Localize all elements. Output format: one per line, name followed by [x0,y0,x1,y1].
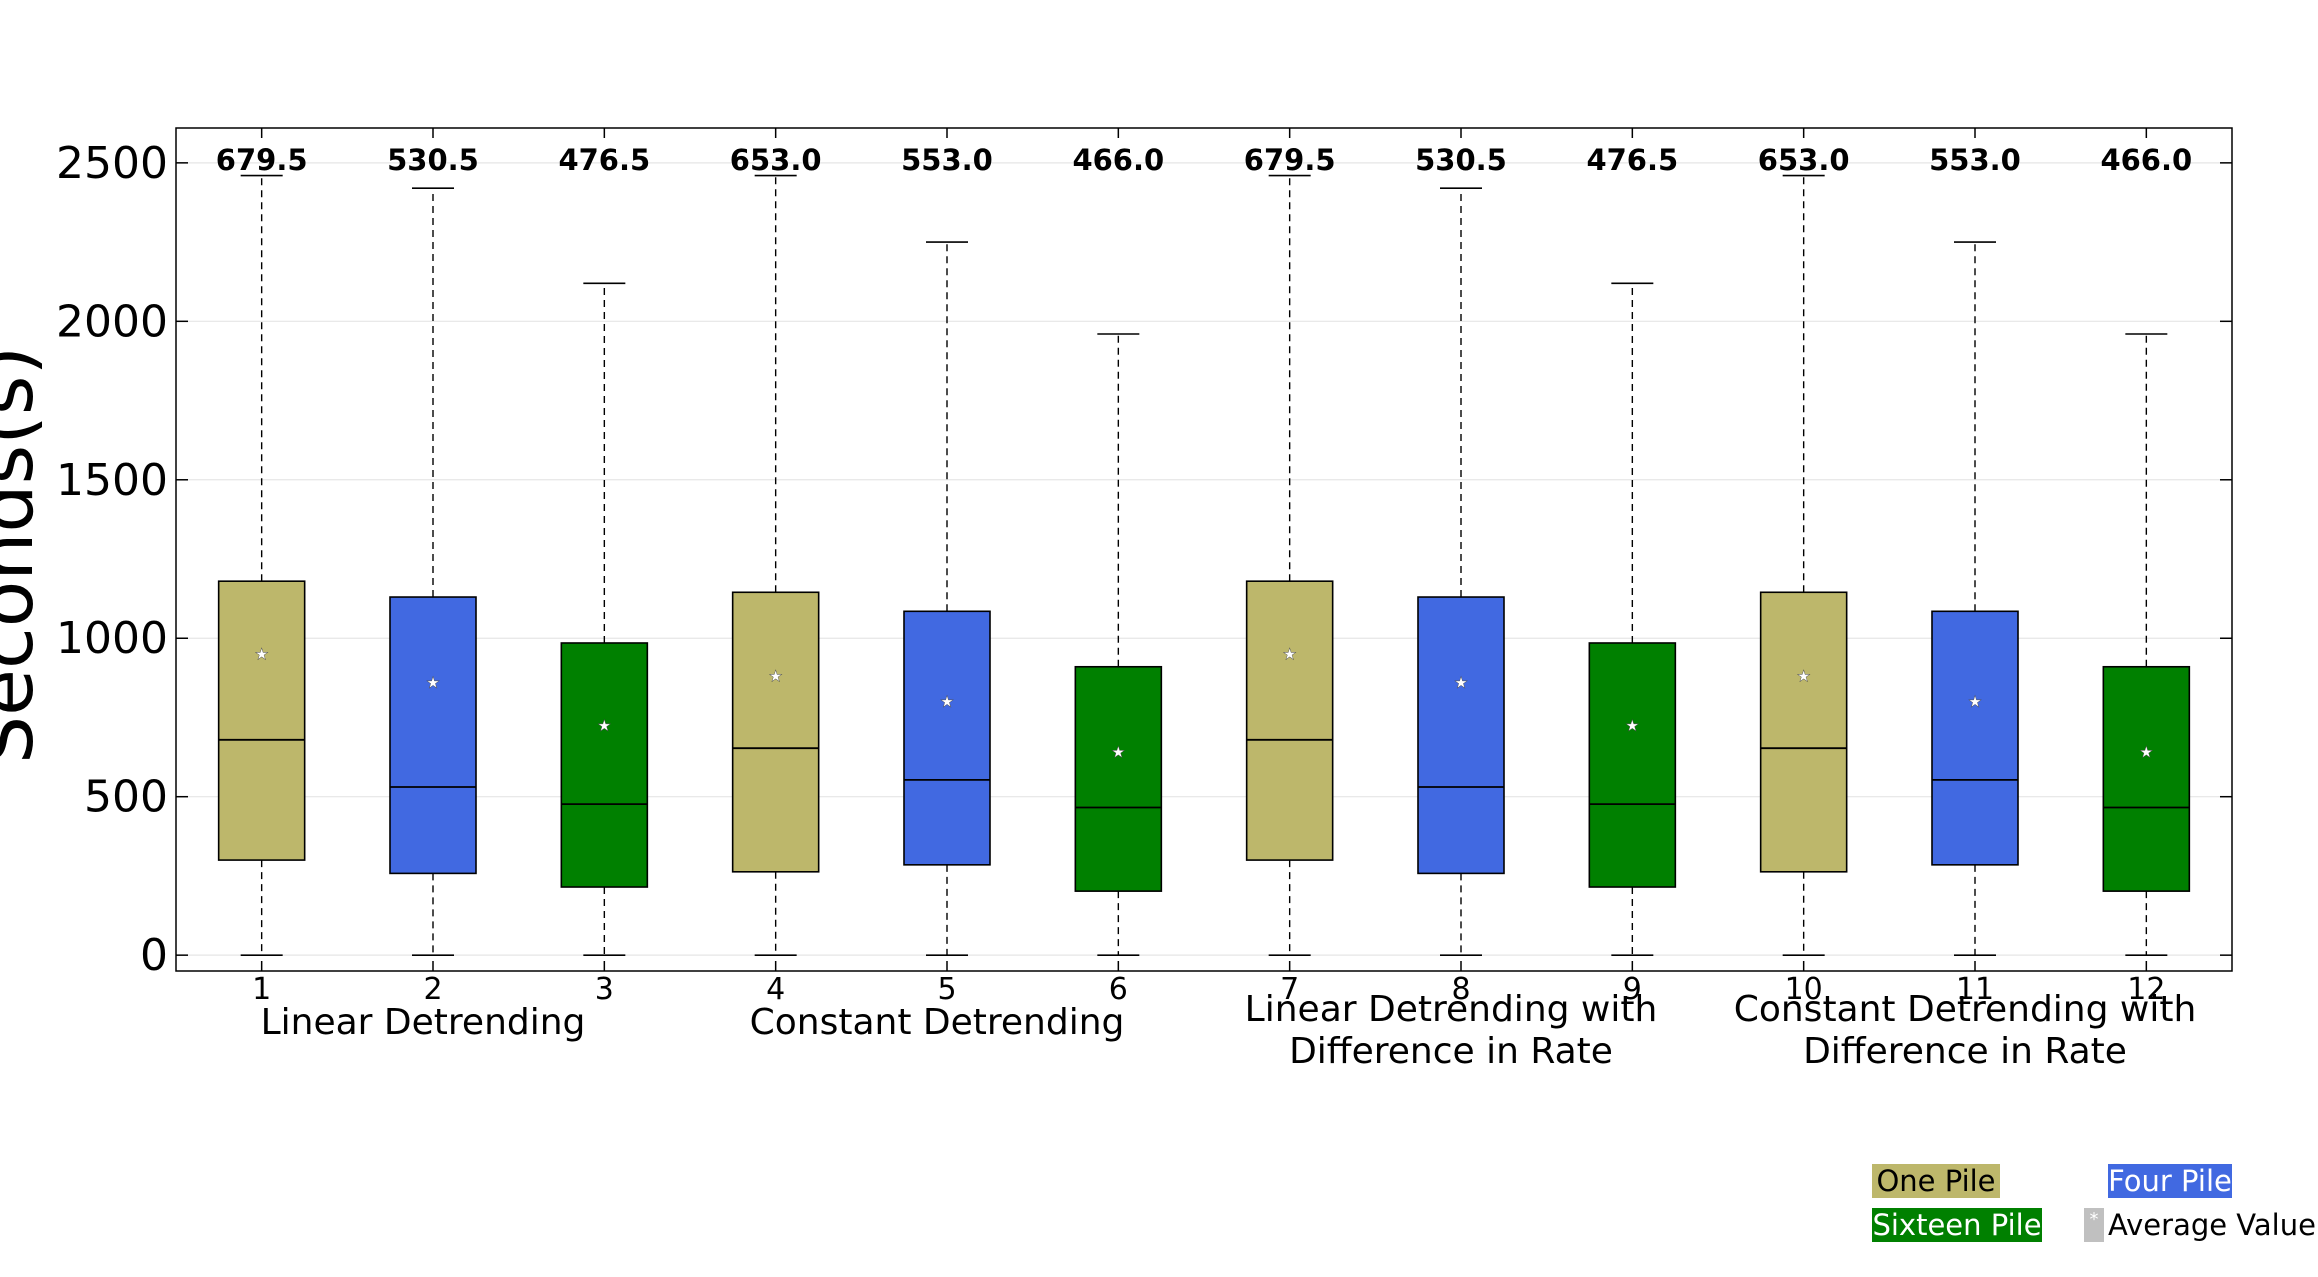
legend-label: Sixteen Pile [1872,1208,2041,1242]
box-body [1074,665,1163,892]
group-label-4-line-2: Difference in Rate [1803,1031,2127,1072]
xtick-label-1: 1 [252,972,271,1007]
median-label-7: 679.5 [1244,143,1336,177]
xtick-label-3: 3 [595,972,614,1007]
box-body [1931,610,2019,866]
box-2: ★ [389,187,477,956]
xtick-label-7: 7 [1280,972,1299,1007]
group-label-3-line-1: Linear Detrending with [1245,989,1658,1030]
median-label-10: 653.0 [1758,143,1850,177]
median-label-2: 530.5 [387,143,479,177]
median-label-4: 653.0 [730,143,822,177]
legend-swatch [2084,1208,2104,1242]
legend-item-3: Sixteen Pile [1872,1208,2042,1242]
mean-marker: ★ [2139,743,2153,762]
group-label-4-line-1: Constant Detrending with [1734,989,2197,1030]
median-label-9: 476.5 [1586,143,1678,177]
box-5: ★ [903,241,991,956]
ytick-label-1500: 1500 [56,455,168,506]
box-body [1245,580,1334,861]
legend-item-1: One Pile [1872,1164,2000,1198]
box-body [560,642,649,888]
plot-area-frame [175,127,2233,972]
median-label-6: 466.0 [1072,143,1164,177]
xtick-label-11: 11 [1956,972,1994,1007]
ytick-label-2500: 2500 [56,138,168,189]
mean-marker: ★ [1454,673,1468,692]
mean-marker: ★ [940,692,954,711]
median-label-11: 553.0 [1929,143,2021,177]
mean-marker: ★ [426,673,440,692]
mean-marker: ★ [1111,743,1125,762]
box-9: ★ [1588,282,1677,956]
ytick-label-1000: 1000 [56,613,168,664]
mean-marker: ★ [597,716,611,735]
box-11: ★ [1931,241,2019,956]
box-body [903,610,991,866]
xtick-label-4: 4 [766,972,785,1007]
box-12: ★ [2102,333,2191,956]
ytick-label-2000: 2000 [56,296,168,347]
legend-swatch [1872,1208,2042,1242]
legend: One Pile Four Pile Sixteen Pile * Average Va… [1872,1164,2316,1242]
box-body [217,580,306,861]
legend-swatch [2108,1164,2232,1198]
legend-label: Average Value [2108,1208,2316,1242]
gridlines [176,162,2232,956]
box-10: ★ [1759,174,1848,956]
median-labels: 679.5 530.5 476.5 653.0 553.0 466.0 679.5 530.5… [216,143,2192,177]
legend-label: One Pile [1876,1164,1995,1198]
y-axis-label: Seconds(s) [0,346,50,764]
x-axis-ticks: 1 2 3 4 5 6 7 8 9 10 11 12 [252,128,2165,1007]
group-label-3-line-2: Difference in Rate [1289,1031,1613,1072]
mean-marker: ★ [1625,716,1639,735]
mean-marker: ★ [768,667,782,686]
group-label-1-line-1: Linear Detrending [261,1002,586,1043]
xtick-label-10: 10 [1785,972,1823,1007]
xtick-label-8: 8 [1451,972,1470,1007]
median-label-3: 476.5 [558,143,650,177]
median-label-1: 679.5 [216,143,308,177]
box-6: ★ [1074,333,1163,956]
mean-marker: ★ [1968,692,1982,711]
legend-swatch [1872,1164,2000,1198]
box-body [1588,642,1677,888]
mean-marker: ★ [1796,667,1810,686]
y-axis-ticks: 0 500 1000 1500 2000 2500 [56,138,2232,981]
median-label-8: 530.5 [1415,143,1507,177]
box-7: ★ [1245,174,1334,956]
xtick-label-2: 2 [423,972,442,1007]
box-body [1759,591,1848,873]
legend-item-4: * Average Value [2084,1208,2316,1242]
mean-marker: ★ [1282,644,1296,663]
group-labels: Linear Detrending Constant Detrending Line… [261,989,2197,1072]
box-4: ★ [731,174,820,956]
box-1: ★ [217,174,306,956]
boxes: ★ ★ ★ ★ ★ ★ ★ ★ ★ ★ ★ ★ [217,174,2191,956]
group-label-2-line-1: Constant Detrending [750,1002,1125,1043]
xtick-label-12: 12 [2127,972,2165,1007]
box-body [2102,665,2191,892]
median-label-5: 553.0 [901,143,993,177]
median-label-12: 466.0 [2100,143,2192,177]
xtick-label-9: 9 [1623,972,1642,1007]
mean-marker: ★ [254,644,268,663]
xtick-label-5: 5 [937,972,956,1007]
legend-item-2: Four Pile [2108,1164,2232,1198]
box-3: ★ [560,282,649,956]
legend-label: Four Pile [2108,1164,2232,1198]
box-8: ★ [1417,187,1505,956]
xtick-label-6: 6 [1109,972,1128,1007]
legend-marker: * [2090,1209,2099,1230]
box-body [1417,596,1505,875]
ytick-label-500: 500 [84,772,168,823]
ytick-label-0: 0 [140,930,168,981]
box-body [389,596,477,875]
box-body [731,591,820,873]
